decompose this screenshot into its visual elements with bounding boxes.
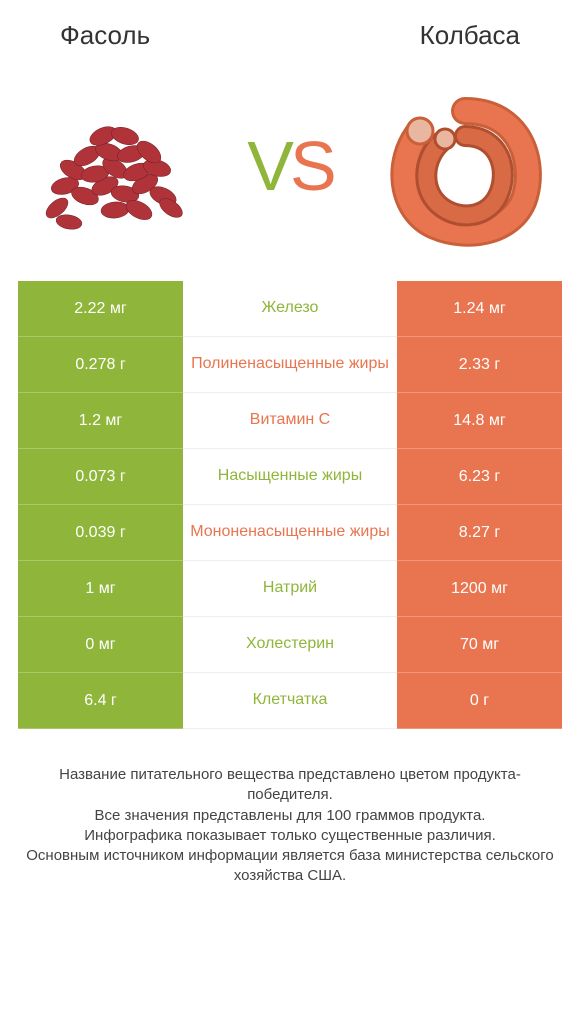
nutrient-table: 2.22 мгЖелезо1.24 мг0.278 гПолиненасыщен… [0,281,580,729]
hero-row: VS [0,61,580,281]
nutrient-label: Холестерин [183,617,397,673]
nutrient-row: 0.039 гМононенасыщенные жиры8.27 г [18,505,562,561]
right-value: 6.23 г [397,449,562,505]
left-value: 0 мг [18,617,183,673]
left-value: 0.073 г [18,449,183,505]
left-value: 2.22 мг [18,281,183,337]
right-value: 2.33 г [397,337,562,393]
titles-row: Фасоль Колбаса [0,0,580,61]
right-value: 8.27 г [397,505,562,561]
vs-s: S [290,127,333,205]
vs-v: V [247,127,290,205]
nutrient-row: 1.2 мгВитамин C14.8 мг [18,393,562,449]
nutrient-label: Насыщенные жиры [183,449,397,505]
footer-notes: Название питательного вещества представл… [0,729,580,887]
nutrient-label: Железо [183,281,397,337]
nutrient-row: 2.22 мгЖелезо1.24 мг [18,281,562,337]
sausage-image [380,81,550,251]
nutrient-label: Натрий [183,561,397,617]
footer-line: Все значения представлены для 100 граммо… [26,806,554,826]
nutrient-label: Клетчатка [183,673,397,729]
right-value: 1.24 мг [397,281,562,337]
left-value: 6.4 г [18,673,183,729]
beans-image [30,81,200,251]
nutrient-row: 0.073 гНасыщенные жиры6.23 г [18,449,562,505]
nutrient-row: 0 мгХолестерин70 мг [18,617,562,673]
nutrient-row: 0.278 гПолиненасыщенные жиры2.33 г [18,337,562,393]
right-value: 0 г [397,673,562,729]
nutrient-row: 1 мгНатрий1200 мг [18,561,562,617]
left-food-title: Фасоль [60,20,150,51]
footer-line: Название питательного вещества представл… [26,765,554,806]
left-value: 1.2 мг [18,393,183,449]
right-value: 1200 мг [397,561,562,617]
left-value: 1 мг [18,561,183,617]
left-value: 0.278 г [18,337,183,393]
right-food-title: Колбаса [420,20,520,51]
right-value: 70 мг [397,617,562,673]
right-value: 14.8 мг [397,393,562,449]
left-value: 0.039 г [18,505,183,561]
nutrient-label: Мононенасыщенные жиры [183,505,397,561]
nutrient-row: 6.4 гКлетчатка0 г [18,673,562,729]
nutrient-label: Витамин C [183,393,397,449]
footer-line: Основным источником информации является … [26,846,554,887]
vs-label: VS [247,126,332,206]
footer-line: Инфографика показывает только существенн… [26,826,554,846]
nutrient-label: Полиненасыщенные жиры [183,337,397,393]
